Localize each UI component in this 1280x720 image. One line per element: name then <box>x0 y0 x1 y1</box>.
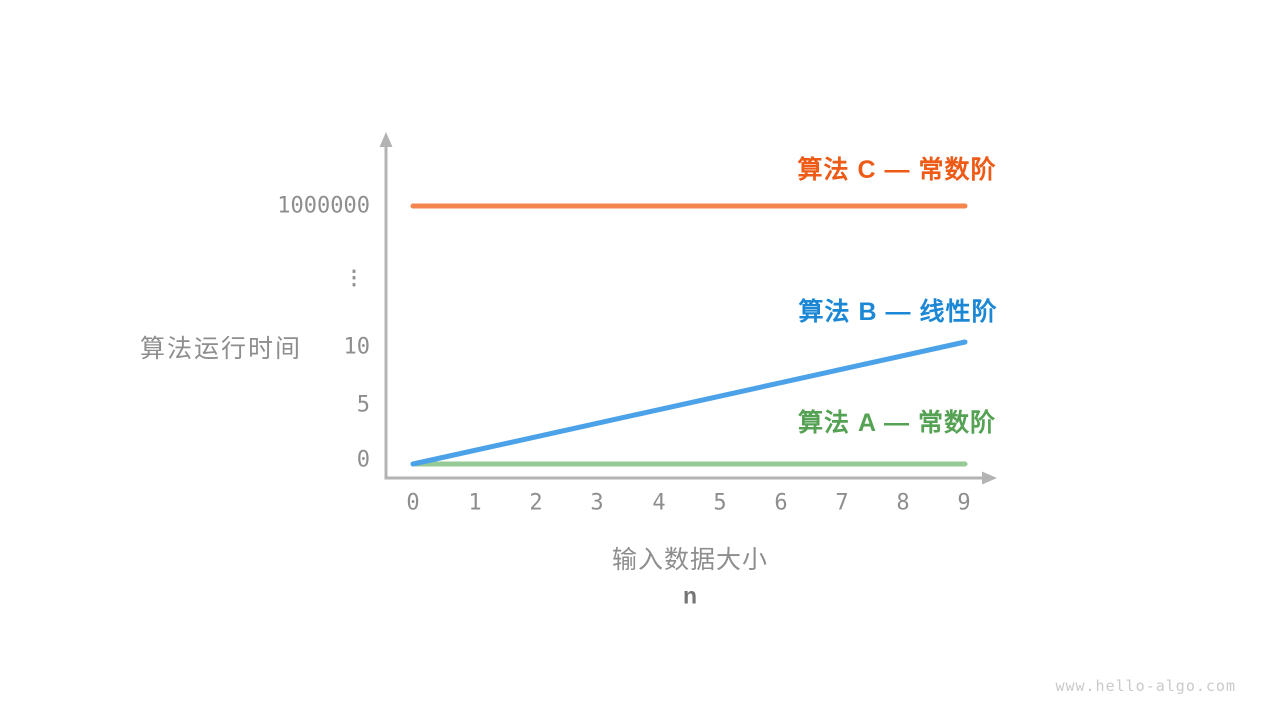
y-tick-1000000: 1000000 <box>277 193 370 219</box>
y-tick-5: 5 <box>356 392 370 418</box>
x-tick-0: 0 <box>406 490 420 516</box>
y-axis-break-ellipsis-icon: ⋮ <box>344 265 364 289</box>
series-label-algorithm-a: 算法 A — 常数阶 <box>798 409 996 437</box>
y-axis-arrow-icon <box>379 132 393 147</box>
x-axis-symbol: n <box>682 582 698 609</box>
x-axis-title: 输入数据大小 <box>611 546 769 574</box>
x-tick-8: 8 <box>896 490 910 516</box>
series-label-algorithm-b: 算法 B — 线性阶 <box>798 298 998 326</box>
x-tick-4: 4 <box>652 490 666 516</box>
y-tick-10: 10 <box>343 334 371 360</box>
x-tick-1: 1 <box>468 490 482 516</box>
series-label-algorithm-c: 算法 C — 常数阶 <box>797 156 997 184</box>
x-tick-7: 7 <box>835 490 849 516</box>
series-line-algorithm-b <box>410 339 968 467</box>
x-tick-9: 9 <box>957 490 971 516</box>
x-axis-arrow-icon <box>982 471 997 485</box>
watermark: www.hello-algo.com <box>1055 677 1236 695</box>
y-tick-0: 0 <box>356 447 370 473</box>
y-axis-title: 算法运行时间 <box>139 335 303 363</box>
x-tick-2: 2 <box>529 490 543 516</box>
x-tick-3: 3 <box>590 490 604 516</box>
x-tick-6: 6 <box>774 490 788 516</box>
x-tick-5: 5 <box>713 490 727 516</box>
